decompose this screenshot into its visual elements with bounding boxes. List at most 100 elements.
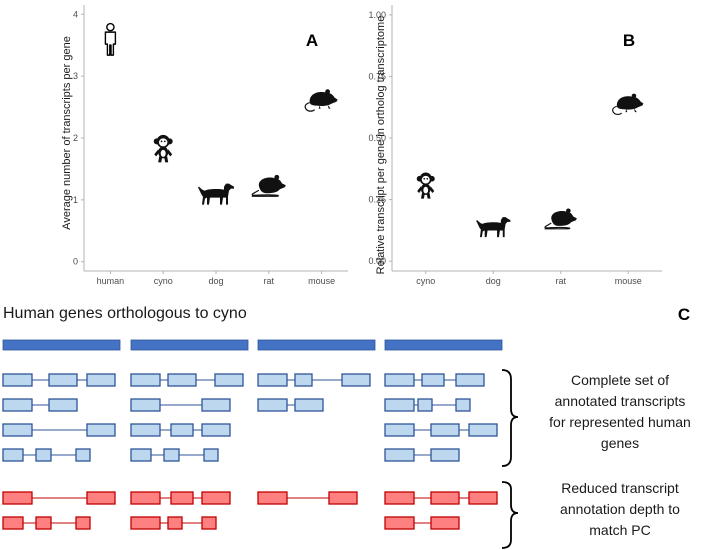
panel-a-ytick-label: 2 (73, 133, 78, 143)
complete-transcript (384, 398, 471, 412)
complete-transcript (2, 373, 116, 387)
complete-exon (201, 398, 231, 412)
complete-transcript (384, 448, 460, 462)
complete-exon (384, 448, 415, 462)
reduced-exon (328, 491, 358, 505)
complete-exon (86, 373, 116, 387)
panel-a-xtick-label: dog (208, 276, 223, 286)
complete-transcript (257, 398, 324, 412)
reduced-transcripts (2, 491, 498, 530)
complete-transcript (384, 423, 498, 437)
complete-exon (203, 448, 219, 462)
reduced-transcript (130, 516, 217, 530)
panel-a-ytick-label: 4 (73, 9, 78, 19)
reduced-transcript (384, 491, 498, 505)
complete-exon (384, 373, 415, 387)
point-human-human-icon (104, 22, 117, 56)
gene-bar-1 (2, 339, 121, 351)
complete-exon (257, 398, 288, 412)
reduced-transcript (257, 491, 358, 505)
reduced-label-line-3: match PC (589, 522, 650, 538)
reduced-exon (167, 516, 183, 530)
complete-exon (384, 398, 415, 412)
panel-a-ytick-label: 0 (73, 257, 78, 267)
complete-exon (384, 423, 415, 437)
panel-b-chart: 0.00 0.25 0.50 0.75 1.00 cyno dog rat mouse Rel… (368, 5, 662, 286)
reduced-transcript (384, 516, 460, 530)
point-mouse-mouse-icon (304, 88, 339, 112)
panel-b-y-label: Relative transcript per gene in ortholog… (375, 16, 387, 275)
reduced-exon (35, 516, 52, 530)
point-rat-rat-icon (544, 207, 578, 230)
complete-exon (421, 373, 445, 387)
complete-exon (163, 448, 180, 462)
complete-exon (2, 448, 24, 462)
reduced-label-line-1: Reduced transcript (561, 480, 679, 496)
gene-bar-4 (384, 339, 503, 351)
point-cyno-monkey-icon (153, 134, 173, 163)
complete-transcript (130, 373, 244, 387)
panel-b-label: B (623, 31, 635, 50)
complete-exon (257, 373, 288, 387)
panel-c-diagram: Human genes orthologous to cyno C Comple… (2, 305, 691, 549)
complete-exon (468, 423, 498, 437)
reduced-exon (2, 516, 24, 530)
panel-b-ytick-label: 0.50 (368, 133, 386, 143)
complete-transcript (257, 373, 371, 387)
panel-a-xtick-label: human (97, 276, 125, 286)
reduced-exon (75, 516, 91, 530)
gene-bar-3 (257, 339, 376, 351)
complete-set-label: Complete set of annotated transcripts fo… (549, 372, 691, 451)
panel-a-y-label: Average number of transcripts per gene (61, 36, 73, 230)
complete-label-line-2: annotated transcripts (555, 393, 686, 409)
reduced-exon (384, 516, 415, 530)
complete-exon (35, 448, 52, 462)
panel-b-xtick-label: cyno (416, 276, 435, 286)
complete-transcript (130, 423, 231, 437)
panel-b-ytick-label: 1.00 (368, 10, 386, 20)
complete-exon (294, 398, 324, 412)
complete-bracket (501, 369, 519, 467)
complete-exon (48, 373, 78, 387)
complete-transcript (384, 373, 485, 387)
complete-exon (75, 448, 91, 462)
panel-a-ytick-label: 1 (73, 195, 78, 205)
complete-label-line-4: genes (601, 435, 639, 451)
panel-b-ytick-label: 0.00 (368, 256, 386, 266)
complete-transcript (130, 398, 231, 412)
complete-exon (294, 373, 313, 387)
reduced-exon (201, 491, 231, 505)
complete-exon (170, 423, 194, 437)
complete-exon (417, 398, 433, 412)
reduced-bracket (501, 481, 519, 549)
panel-a-chart: 0 1 2 3 4 human cyno dog rat mouse Average numbe… (61, 5, 348, 286)
reduced-exon (2, 491, 33, 505)
panel-c-label: C (678, 305, 690, 324)
complete-exon (430, 423, 460, 437)
panel-b-xtick-label: rat (555, 276, 566, 286)
gene-bar-2 (130, 339, 249, 351)
reduced-exon (86, 491, 116, 505)
complete-exon (201, 423, 231, 437)
complete-exon (130, 448, 152, 462)
reduced-exon (430, 491, 460, 505)
complete-transcript (130, 448, 219, 462)
complete-exon (2, 373, 33, 387)
complete-exon (430, 448, 460, 462)
reduced-exon (170, 491, 194, 505)
panel-a-xtick-label: mouse (308, 276, 335, 286)
reduced-exon (257, 491, 288, 505)
reduced-label-line-2: annotation depth to (560, 501, 680, 517)
complete-exon (167, 373, 197, 387)
reduced-transcript (2, 516, 91, 530)
panel-c-title: Human genes orthologous to cyno (3, 305, 247, 322)
complete-exon (214, 373, 244, 387)
panel-b-ytick-label: 0.25 (368, 195, 386, 205)
panel-a-label: A (306, 31, 318, 50)
complete-exon (86, 423, 116, 437)
reduced-transcript (2, 491, 116, 505)
complete-transcript (2, 448, 91, 462)
gene-bars (2, 339, 503, 351)
complete-exon (48, 398, 78, 412)
panel-a-ytick-label: 3 (73, 71, 78, 81)
